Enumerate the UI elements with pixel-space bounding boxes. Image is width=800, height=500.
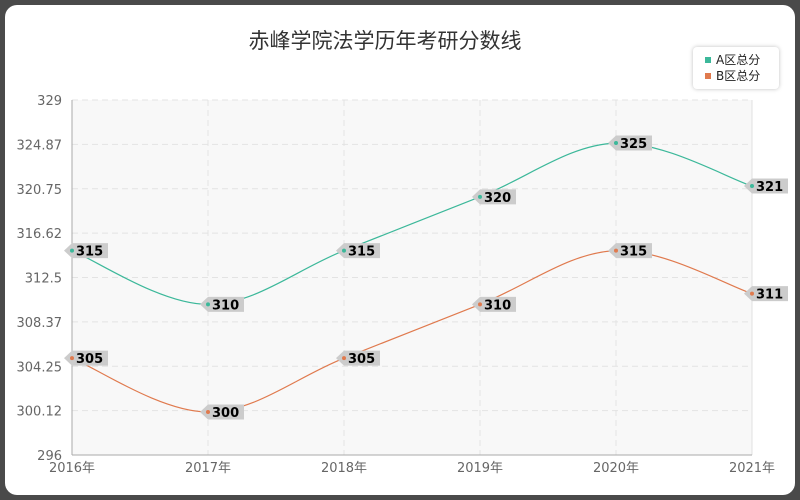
y-tick-label: 329 <box>37 94 62 109</box>
data-point <box>70 248 74 253</box>
data-label-bg <box>744 178 788 194</box>
data-point <box>206 302 210 307</box>
data-label-bg <box>200 296 244 312</box>
x-tick-label: 2018年 <box>321 461 367 476</box>
legend-item-a[interactable]: A区总分 <box>705 52 760 68</box>
data-label: 310 <box>212 298 239 313</box>
data-label: 315 <box>348 245 375 260</box>
data-label: 310 <box>484 298 511 313</box>
data-label-bg <box>472 296 516 312</box>
data-point <box>478 194 482 199</box>
data-label: 315 <box>620 245 647 260</box>
data-point <box>614 248 618 253</box>
data-label-bg <box>200 404 244 420</box>
data-label: 315 <box>76 245 103 260</box>
x-tick-label: 2021年 <box>729 461 775 476</box>
data-label-bg <box>336 243 380 259</box>
data-label-bg <box>472 189 516 205</box>
data-point <box>70 356 74 361</box>
data-point <box>614 141 618 146</box>
data-label: 325 <box>620 137 647 152</box>
data-label-bg <box>64 243 108 259</box>
y-tick-label: 324.87 <box>17 138 63 153</box>
y-tick-label: 296 <box>37 449 62 464</box>
legend-label-a: A区总分 <box>716 53 761 67</box>
y-tick-label: 304.25 <box>17 360 63 375</box>
y-tick-label: 320.75 <box>17 183 63 198</box>
data-point <box>750 291 754 296</box>
data-label-bg <box>744 286 788 302</box>
x-tick-label: 2019年 <box>457 461 503 476</box>
y-tick-label: 300.12 <box>17 405 63 420</box>
data-label-bg <box>608 243 652 259</box>
data-point <box>206 409 210 414</box>
legend-swatch-b <box>705 72 711 79</box>
legend-swatch-a <box>705 56 711 63</box>
data-point <box>478 302 482 307</box>
legend-label-b: B区总分 <box>716 69 761 83</box>
data-label-bg <box>608 135 652 151</box>
data-label-bg <box>336 350 380 366</box>
data-point <box>342 356 346 361</box>
x-tick-label: 2016年 <box>49 461 95 476</box>
x-tick-label: 2020年 <box>593 461 639 476</box>
x-tick-label: 2017年 <box>185 461 231 476</box>
data-label: 305 <box>76 352 103 367</box>
data-label: 320 <box>484 191 511 206</box>
chart-title: 赤峰学院法学历年考研分数线 <box>248 29 522 53</box>
data-point <box>750 184 754 189</box>
y-tick-label: 312.5 <box>25 272 62 287</box>
legend[interactable]: A区总分 B区总分 <box>693 47 779 89</box>
legend-item-b[interactable]: B区总分 <box>705 68 760 84</box>
data-label: 321 <box>756 180 783 195</box>
data-label: 305 <box>348 352 375 367</box>
data-label: 300 <box>212 406 239 421</box>
y-tick-label: 308.37 <box>17 316 63 331</box>
data-label-bg <box>64 350 108 366</box>
data-label: 311 <box>756 288 783 303</box>
data-point <box>342 248 346 253</box>
y-tick-label: 316.62 <box>17 227 63 242</box>
